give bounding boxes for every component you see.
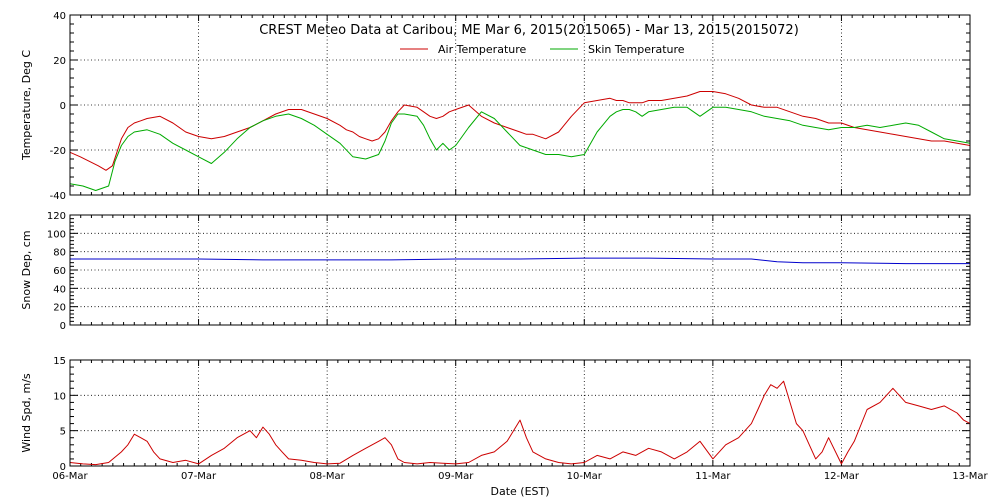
panel-2: 0 20 40 60 80 100 120 Snow Dep, cm [20,211,971,332]
x-tick-label: 12-Mar [824,471,860,482]
series-line-2-1 [70,257,970,265]
plot-frame [69,359,971,467]
x-tick-label: 08-Mar [310,471,346,482]
x-tick-label: 09-Mar [438,471,474,482]
y-tick-label: 20 [53,303,66,314]
y-tick-label: 20 [53,56,66,67]
y-tick-label: 5 [60,427,66,438]
plot-frame [69,14,971,196]
x-tick-label: 11-Mar [695,471,731,482]
y-axis-title: Snow Dep, cm [20,230,33,309]
y-tick-label: 60 [53,266,66,277]
plot-frame [69,214,971,326]
panel-3: 0 5 10 15 Wind Spd, m/s [20,356,971,473]
y-tick-label: 40 [53,11,66,22]
y-tick-label: -40 [50,191,66,202]
panel-1: -40 -20 0 20 40 Temperature, Deg C [20,11,971,202]
y-tick-label: 100 [47,229,66,240]
y-axis-title: Temperature, Deg C [20,50,33,161]
legend-label: Skin Temperature [588,43,685,56]
y-tick-label: -20 [50,146,66,157]
y-tick-label: 80 [53,248,66,259]
y-axis-title: Wind Spd, m/s [20,373,33,453]
y-tick-label: 120 [47,211,66,222]
series-line-3-1 [69,380,971,466]
x-tick-label: 07-Mar [181,471,217,482]
x-tick-label: 06-Mar [52,471,88,482]
y-tick-label: 40 [53,284,66,295]
x-tick-label: 13-Mar [952,471,988,482]
series-line-1-1 [69,91,971,171]
x-axis-title: Date (EST) [490,485,549,498]
y-tick-label: 0 [60,462,66,473]
chart-title: CREST Meteo Data at Caribou, ME Mar 6, 2… [259,23,799,38]
legend-label: Air Temperature [438,43,527,56]
y-tick-label: 0 [60,101,66,112]
chart-legend: Air Temperature Skin Temperature [400,43,685,56]
y-tick-label: 15 [53,356,66,367]
series-line-1-2 [69,106,971,191]
x-tick-label: 10-Mar [567,471,603,482]
y-tick-label: 10 [53,391,66,402]
chart-panels: -40 -20 0 20 40 Temperature, Deg C 0 20 40 60 80 10… [20,11,988,482]
y-tick-label: 0 [60,321,66,332]
